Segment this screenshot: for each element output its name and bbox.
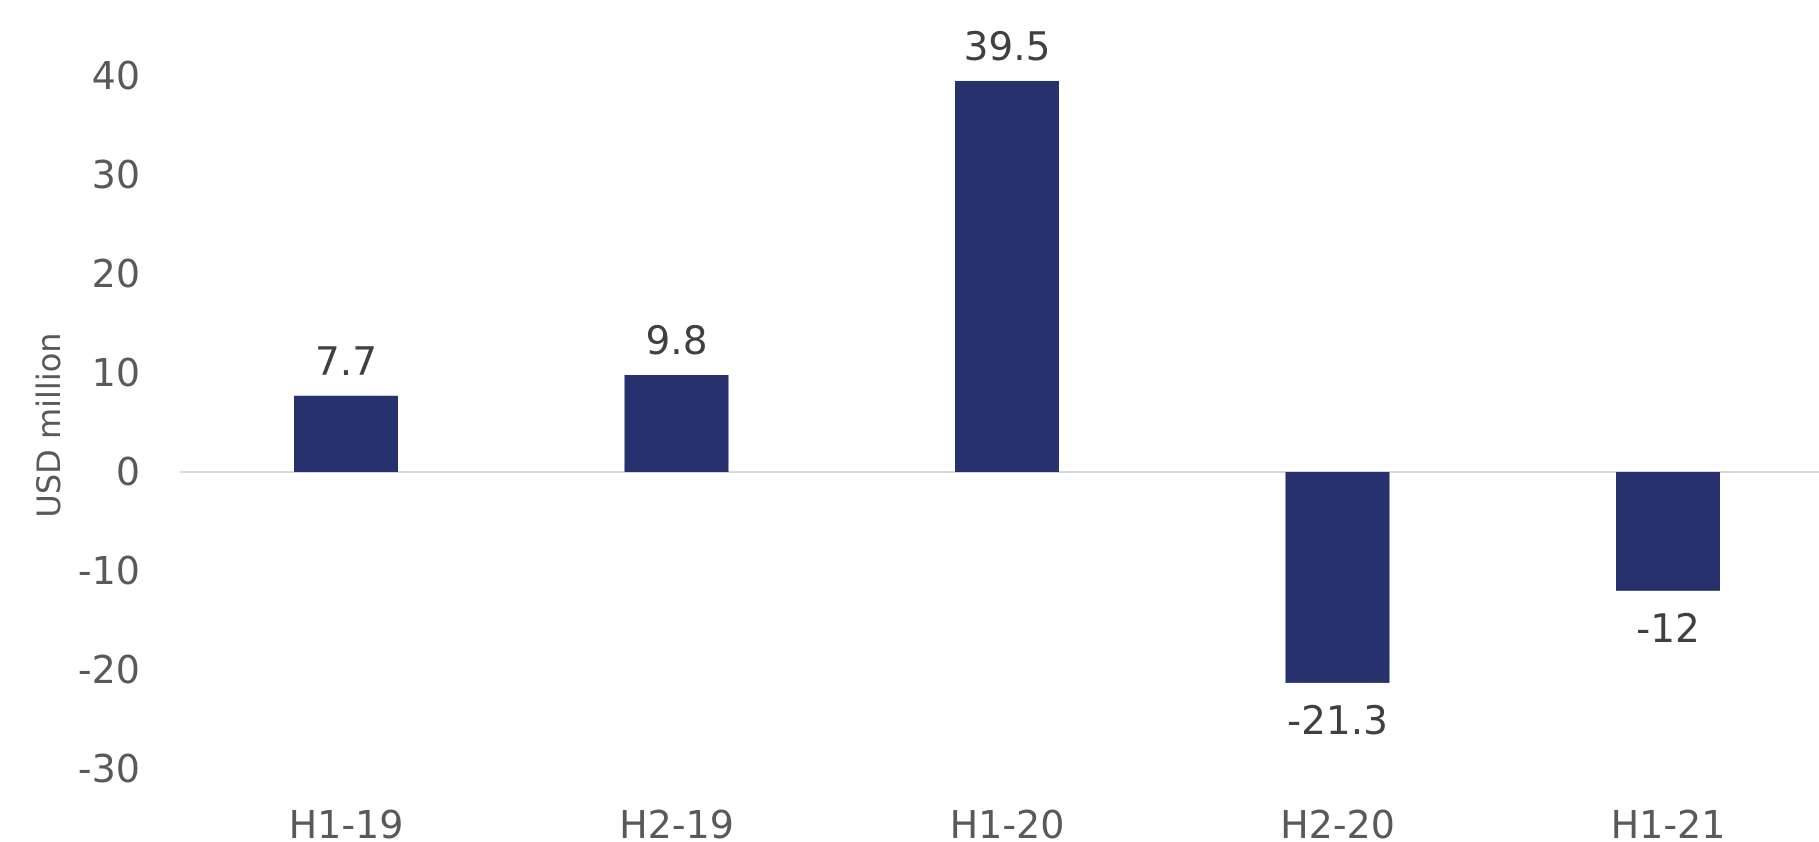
y-tick-label: 30: [92, 153, 140, 197]
y-axis-title: USD million: [30, 332, 68, 517]
bar-h1-20: [955, 80, 1059, 472]
data-label: -21.3: [1287, 699, 1388, 744]
x-tick-label: H2-20: [1280, 803, 1395, 842]
data-label: -12: [1636, 607, 1700, 652]
y-tick-label: -20: [78, 648, 140, 692]
y-tick-label: 0: [116, 450, 140, 494]
x-tick-label: H2-19: [619, 803, 734, 842]
data-label: 9.8: [645, 319, 707, 364]
y-axis-ticks: 40 30 20 10 0 -10 -20 -30: [78, 54, 140, 791]
x-axis-labels: H1-19 H2-19 H1-20 H2-20 H1-21: [289, 803, 1726, 842]
y-tick-label: 20: [92, 252, 140, 296]
data-labels: 7.7 9.8 39.5 -21.3 -12: [315, 25, 1700, 744]
y-tick-label: 10: [92, 351, 140, 395]
bar-h1-21: [1616, 472, 1720, 591]
y-tick-label: -30: [78, 747, 140, 791]
bars: [294, 80, 1720, 683]
bar-h2-19: [624, 374, 729, 472]
x-tick-label: H1-19: [289, 803, 404, 842]
x-tick-label: H1-21: [1611, 803, 1726, 842]
x-tick-label: H1-20: [950, 803, 1065, 842]
data-label: 7.7: [315, 340, 377, 385]
y-tick-label: 40: [92, 54, 140, 98]
bar-h1-19: [294, 395, 398, 472]
data-label: 39.5: [964, 25, 1051, 70]
bar-h2-20: [1285, 472, 1390, 683]
y-tick-label: -10: [78, 549, 140, 593]
